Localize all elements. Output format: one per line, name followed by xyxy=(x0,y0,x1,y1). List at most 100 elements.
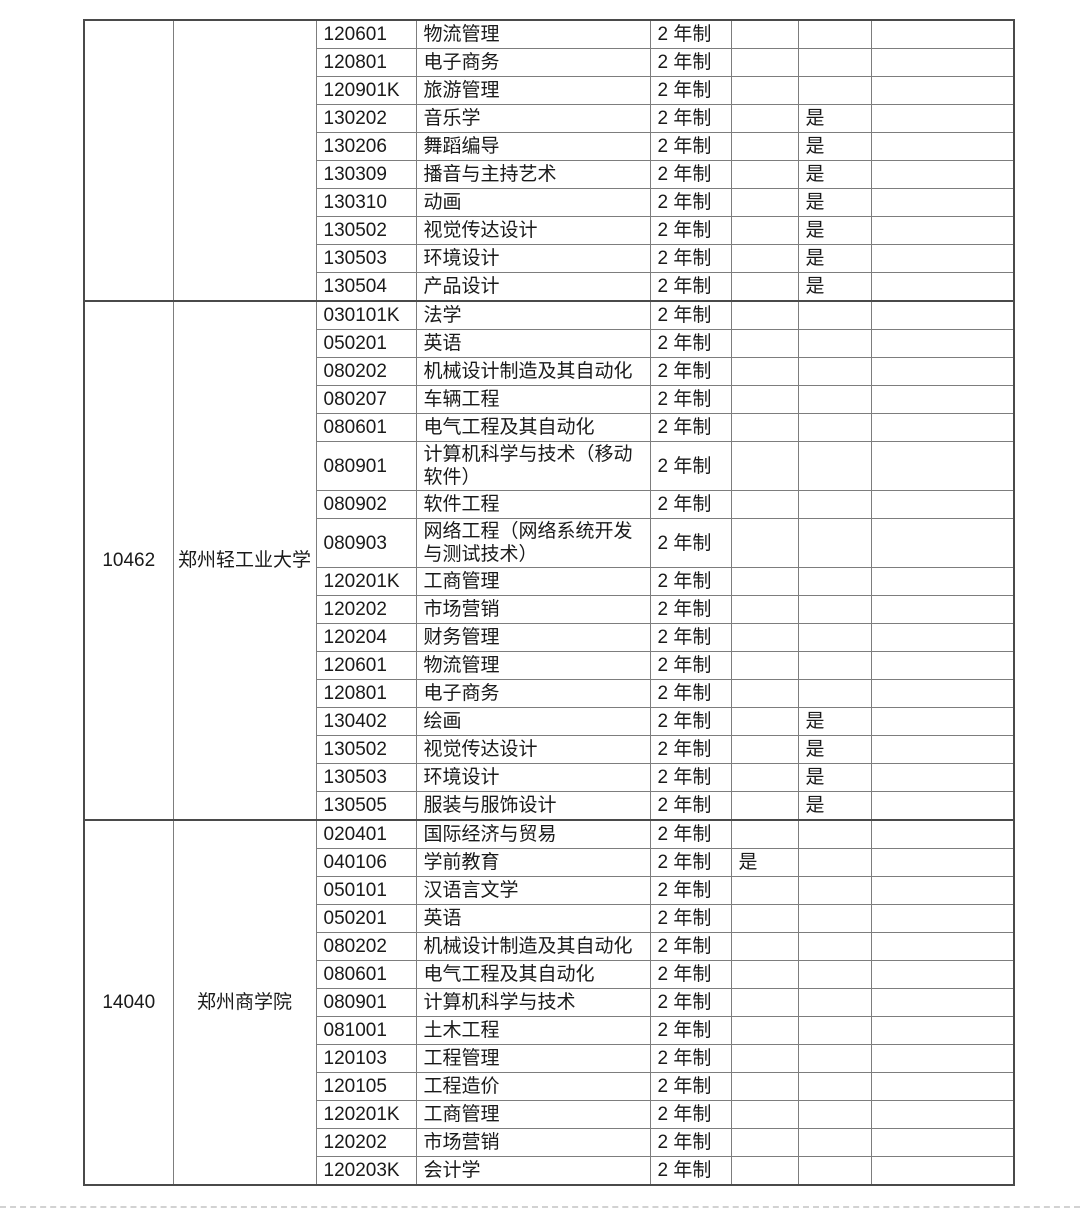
major-name-cell: 舞蹈编导 xyxy=(415,132,651,161)
duration-cell: 2 年制 xyxy=(649,160,732,189)
flag-cell-1 xyxy=(730,490,799,519)
flag-cell-1 xyxy=(730,413,799,442)
major-code-cell: 120203K xyxy=(315,1156,417,1186)
duration-cell: 2 年制 xyxy=(649,1100,732,1129)
duration-cell: 2 年制 xyxy=(649,300,732,330)
flag-cell-1 xyxy=(730,1044,799,1073)
major-code-cell: 120202 xyxy=(315,1128,417,1157)
duration-cell: 2 年制 xyxy=(649,735,732,764)
major-code-cell: 120204 xyxy=(315,623,417,652)
flag-cell-3 xyxy=(870,48,1015,77)
flag-cell-1 xyxy=(730,48,799,77)
major-name-cell: 电子商务 xyxy=(415,679,651,708)
flag-cell-3 xyxy=(870,1016,1015,1045)
table-row: 080902 软件工程 2 年制 xyxy=(84,490,1015,519)
flag-cell-2: 是 xyxy=(797,188,872,217)
flag-cell-1 xyxy=(730,960,799,989)
major-name-cell: 国际经济与贸易 xyxy=(415,819,651,849)
major-code-cell: 020401 xyxy=(315,819,417,849)
duration-cell: 2 年制 xyxy=(649,413,732,442)
flag-cell-2: 是 xyxy=(797,735,872,764)
major-code-cell: 130309 xyxy=(315,160,417,189)
flag-cell-1 xyxy=(730,679,799,708)
table-row: 120201K 工商管理 2 年制 xyxy=(84,567,1015,596)
major-code-cell: 130206 xyxy=(315,132,417,161)
table-row: 130504 产品设计 2 年制 是 xyxy=(84,272,1015,302)
duration-cell: 2 年制 xyxy=(649,1044,732,1073)
major-name-cell: 工程造价 xyxy=(415,1072,651,1101)
major-code-cell: 120202 xyxy=(315,595,417,624)
major-code-cell: 130503 xyxy=(315,244,417,273)
flag-cell-3 xyxy=(870,244,1015,273)
duration-cell: 2 年制 xyxy=(649,763,732,792)
flag-cell-1 xyxy=(730,132,799,161)
flag-cell-1 xyxy=(730,1016,799,1045)
duration-cell: 2 年制 xyxy=(649,188,732,217)
major-name-cell: 工程管理 xyxy=(415,1044,651,1073)
table-row: 120103 工程管理 2 年制 xyxy=(84,1044,1015,1073)
major-name-cell: 电气工程及其自动化 xyxy=(415,960,651,989)
flag-cell-2 xyxy=(797,1100,872,1129)
page-break-line xyxy=(0,1206,1080,1208)
major-name-cell: 法学 xyxy=(415,300,651,330)
major-code-cell: 130502 xyxy=(315,216,417,245)
table-row: 120204 财务管理 2 年制 xyxy=(84,623,1015,652)
duration-cell: 2 年制 xyxy=(649,651,732,680)
flag-cell-3 xyxy=(870,413,1015,442)
flag-cell-3 xyxy=(870,216,1015,245)
table-row: 080903 网络工程（网络系统开发与测试技术） 2 年制 xyxy=(84,518,1015,568)
duration-cell: 2 年制 xyxy=(649,216,732,245)
flag-cell-2 xyxy=(797,651,872,680)
major-code-cell: 120201K xyxy=(315,1100,417,1129)
flag-cell-3 xyxy=(870,518,1015,568)
flag-cell-1 xyxy=(730,76,799,105)
flag-cell-1 xyxy=(730,104,799,133)
duration-cell: 2 年制 xyxy=(649,329,732,358)
duration-cell: 2 年制 xyxy=(649,595,732,624)
table-row: 130503 环境设计 2 年制 是 xyxy=(84,244,1015,273)
duration-cell: 2 年制 xyxy=(649,1156,732,1186)
flag-cell-1 xyxy=(730,651,799,680)
duration-cell: 2 年制 xyxy=(649,357,732,386)
flag-cell-2 xyxy=(797,1016,872,1045)
flag-cell-2 xyxy=(797,1044,872,1073)
major-name-cell: 物流管理 xyxy=(415,651,651,680)
major-name-cell: 工商管理 xyxy=(415,1100,651,1129)
flag-cell-1 xyxy=(730,518,799,568)
major-code-cell: 080601 xyxy=(315,960,417,989)
table-row: 130202 音乐学 2 年制 是 xyxy=(84,104,1015,133)
duration-cell: 2 年制 xyxy=(649,244,732,273)
flag-cell-1 xyxy=(730,329,799,358)
major-code-cell: 050101 xyxy=(315,876,417,905)
flag-cell-2: 是 xyxy=(797,244,872,273)
flag-cell-3 xyxy=(870,104,1015,133)
duration-cell: 2 年制 xyxy=(649,848,732,877)
major-code-cell: 080601 xyxy=(315,413,417,442)
major-code-cell: 130202 xyxy=(315,104,417,133)
table-row: 130206 舞蹈编导 2 年制 是 xyxy=(84,132,1015,161)
flag-cell-1 xyxy=(730,357,799,386)
flag-cell-2 xyxy=(797,76,872,105)
flag-cell-2 xyxy=(797,385,872,414)
flag-cell-2 xyxy=(797,623,872,652)
duration-cell: 2 年制 xyxy=(649,1072,732,1101)
major-code-cell: 040106 xyxy=(315,848,417,877)
table-row: 130503 环境设计 2 年制 是 xyxy=(84,763,1015,792)
major-code-cell: 120801 xyxy=(315,48,417,77)
school-name-cell: 郑州商学院 xyxy=(172,819,317,1186)
major-name-cell: 环境设计 xyxy=(415,244,651,273)
duration-cell: 2 年制 xyxy=(649,623,732,652)
flag-cell-3 xyxy=(870,357,1015,386)
major-name-cell: 视觉传达设计 xyxy=(415,735,651,764)
flag-cell-2: 是 xyxy=(797,216,872,245)
flag-cell-2: 是 xyxy=(797,763,872,792)
major-code-cell: 050201 xyxy=(315,904,417,933)
flag-cell-3 xyxy=(870,904,1015,933)
flag-cell-1 xyxy=(730,1100,799,1129)
flag-cell-1 xyxy=(730,763,799,792)
flag-cell-1 xyxy=(730,188,799,217)
major-name-cell: 学前教育 xyxy=(415,848,651,877)
duration-cell: 2 年制 xyxy=(649,679,732,708)
major-code-cell: 120105 xyxy=(315,1072,417,1101)
